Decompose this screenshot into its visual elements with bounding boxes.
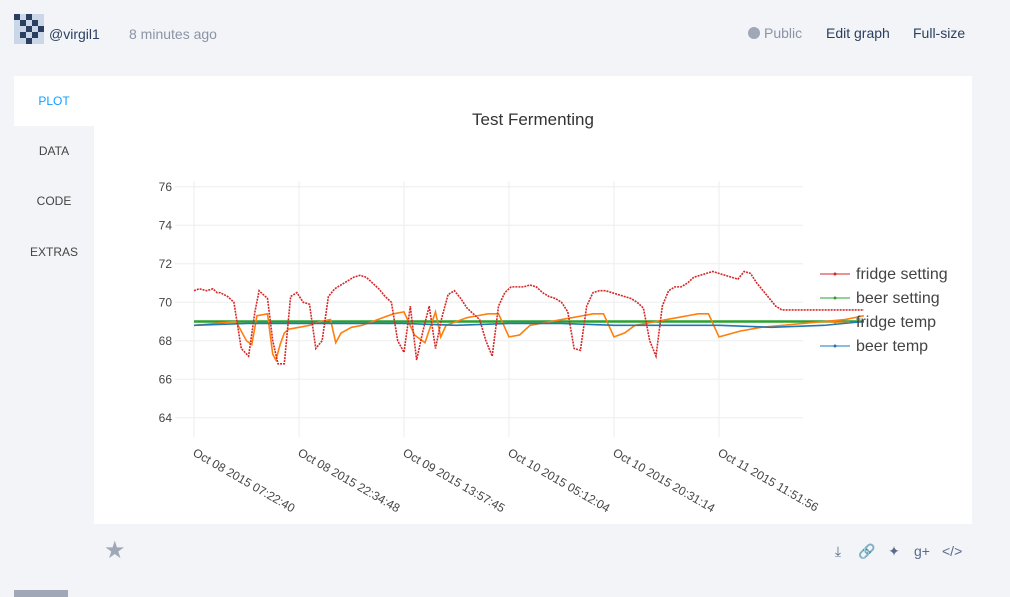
share-toolbar: ⤓ 🔗 ✦ g+ </>	[830, 543, 963, 560]
tab-data[interactable]: DATA	[38, 144, 70, 158]
legend-label: beer setting	[856, 290, 940, 307]
footer-block	[14, 590, 68, 597]
embed-icon[interactable]: </>	[942, 543, 963, 559]
x-tick-label: Oct 09 2015 13:57:45	[401, 445, 508, 515]
public-indicator[interactable]: Public	[748, 25, 802, 41]
graph-header: @virgil1 8 minutes ago Public Edit graph…	[0, 0, 1010, 70]
download-icon[interactable]: ⤓	[834, 543, 842, 559]
series-line-beer-temp	[193, 320, 864, 329]
y-tick-label: 70	[159, 295, 173, 309]
x-tick-label: Oct 11 2015 11:51:56	[716, 445, 822, 514]
legend-marker	[833, 344, 837, 348]
y-tick-label: 68	[159, 334, 173, 348]
twitter-icon[interactable]: ✦	[888, 543, 900, 559]
legend-label: beer temp	[856, 338, 928, 355]
chart-title: Test Fermenting	[472, 110, 594, 129]
public-label: Public	[764, 25, 803, 41]
graph-card	[14, 76, 972, 524]
tab-extras[interactable]: EXTRAS	[29, 245, 78, 259]
username-link[interactable]: @virgil1	[49, 26, 100, 42]
series-line-fridge-temp	[193, 308, 865, 363]
x-tick-label: Oct 08 2015 22:34:48	[296, 445, 403, 515]
full-size-link[interactable]: Full-size	[913, 25, 966, 41]
legend-label: fridge setting	[856, 266, 948, 283]
globe-icon	[748, 27, 760, 39]
tab-code[interactable]: CODE	[36, 194, 72, 208]
x-tick-label: Oct 10 2015 20:31:14	[611, 445, 718, 515]
star-icon[interactable]: ★	[104, 537, 126, 564]
y-tick-label: 64	[159, 411, 173, 425]
view-tabs: PLOT DATA CODE EXTRAS	[14, 76, 94, 524]
edit-graph-link[interactable]: Edit graph	[826, 25, 890, 41]
y-tick-label: 66	[159, 372, 173, 386]
x-tick-label: Oct 10 2015 05:12:04	[506, 445, 613, 515]
legend-label: fridge temp	[856, 314, 936, 331]
link-icon[interactable]: 🔗	[858, 543, 876, 559]
y-tick-label: 74	[159, 218, 173, 232]
legend-marker	[833, 296, 837, 300]
x-tick-label: Oct 08 2015 07:22:40	[191, 445, 298, 515]
google-plus-icon[interactable]: g+	[914, 543, 930, 559]
legend-marker	[833, 272, 837, 276]
series-line-fridge-setting	[193, 270, 864, 365]
legend-marker	[833, 320, 837, 324]
tab-plot[interactable]: PLOT	[14, 76, 94, 126]
avatar[interactable]	[14, 14, 44, 44]
y-tick-label: 76	[159, 180, 173, 194]
y-tick-label: 72	[159, 257, 173, 271]
timestamp: 8 minutes ago	[129, 26, 217, 42]
